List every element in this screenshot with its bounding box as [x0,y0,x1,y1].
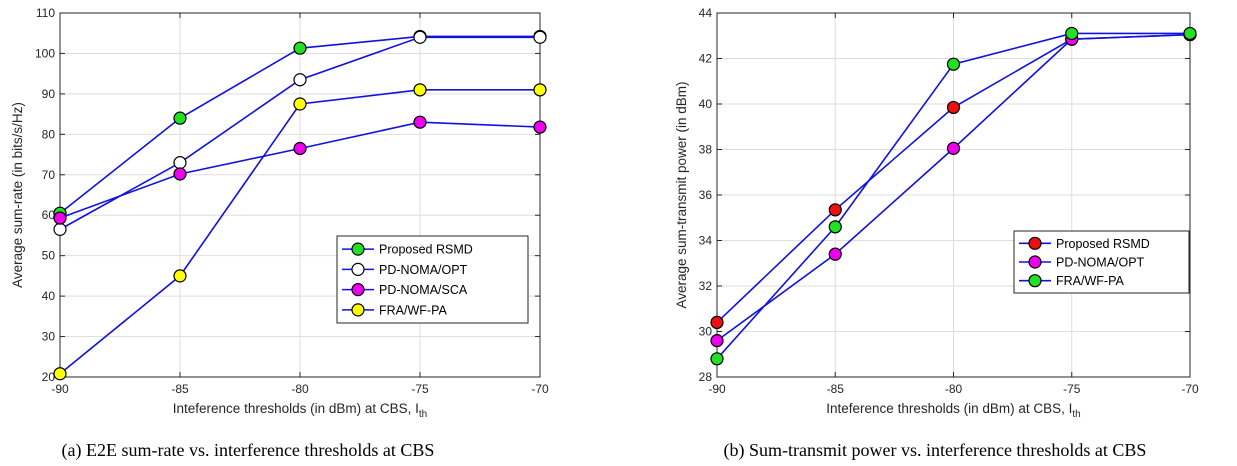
x-tick-label: -85 [827,382,845,396]
series-fra-wf-pa [710,26,1197,366]
chart-b: -90 -85 -80 -75 -70 28 30 32 34 36 38 40 42 44 Intefer… [674,6,1199,461]
x-tick-label: -80 [945,382,963,396]
y-tick-label: 30 [699,325,713,339]
legend-label: FRA/WF-PA [379,303,447,317]
x-axis-label-subscript: th [419,409,427,420]
data-point [533,120,547,134]
y-tick-label: 80 [42,127,56,141]
data-point [293,73,307,87]
legend-label: PD-NOMA/OPT [1056,256,1145,270]
data-point [828,247,842,261]
y-tick-label: 60 [42,208,56,222]
x-axis-label: Inteference thresholds (in dBm) at CBS, … [173,401,427,420]
figure-caption: (b) Sum-transmit power vs. interference … [724,440,1147,461]
legend-label: PD-NOMA/SCA [379,283,468,297]
x-tick-label: -85 [171,382,189,396]
legend-marker [351,242,365,256]
data-point [53,211,67,225]
data-point [293,141,307,156]
series-fra-wf-pa [53,83,547,381]
y-axis-label: Average sum-transmit power (in dBm) [674,81,689,308]
x-tick-label: -75 [411,382,429,396]
x-tick-label: -70 [531,382,549,396]
data-point [173,156,187,170]
data-point [293,97,307,111]
data-point [413,115,427,129]
data-point [533,83,547,97]
legend-label: FRA/WF-PA [1056,274,1124,288]
data-point [173,111,187,125]
legend-marker [351,262,365,276]
legend-label: Proposed RSMD [1056,237,1150,251]
legend-marker [1028,255,1042,269]
data-point [1065,26,1079,41]
legend-marker [351,283,365,297]
x-axis-label: Inteference thresholds (in dBm) at CBS, … [826,401,1080,420]
chart-a: -90 -85 -80 -75 -70 20 30 40 50 60 70 80 90 100 110 Int… [10,6,549,461]
series-pd-noma-opt [53,30,547,236]
legend-marker [1028,236,1042,250]
legend: Proposed RSMD PD-NOMA/OPT FRA/WF-PA [1013,230,1190,294]
figure-caption: (a) E2E sum-rate vs. interference thresh… [62,440,435,461]
data-point [1183,26,1197,41]
data-point [173,167,187,181]
y-tick-label: 34 [699,234,713,248]
data-point [828,220,842,234]
y-tick-label: 42 [699,52,713,66]
y-tick-label: 40 [42,289,56,303]
y-tick-label: 32 [699,279,713,293]
data-point [946,100,961,115]
x-tick-label: -90 [708,382,726,396]
data-point [413,30,427,44]
legend-marker [1028,274,1042,288]
data-point [533,30,547,44]
data-point [710,334,724,348]
y-tick-label: 50 [42,249,56,263]
x-tick-label: -75 [1063,382,1081,396]
y-tick-label: 20 [42,370,56,384]
data-point [173,269,187,283]
y-tick-label: 28 [699,370,713,384]
x-tick-label: -80 [291,382,309,396]
legend: Proposed RSMD PD-NOMA/OPT PD-NOMA/SCA FRA/W… [336,235,529,324]
data-point [53,222,67,236]
y-tick-label: 100 [35,46,55,60]
data-point [710,315,724,329]
series-pd-noma-sca [53,115,547,225]
y-tick-label: 70 [42,168,56,182]
data-point [828,203,842,217]
legend-box [336,235,529,324]
y-tick-label: 44 [699,6,713,20]
y-tick-label: 36 [699,188,713,202]
y-tick-label: 90 [42,87,56,101]
x-axis-label-subscript: th [1072,409,1080,420]
data-point [946,57,961,71]
data-point [710,352,724,366]
legend-label: PD-NOMA/OPT [379,263,468,277]
y-tick-label: 38 [699,143,713,157]
legend-marker [351,303,365,317]
x-tick-label: -90 [51,382,69,396]
y-tick-label: 110 [36,6,55,20]
data-point [413,83,427,97]
x-tick-label: -70 [1181,382,1199,396]
data-point [946,141,961,155]
data-point [293,41,307,55]
y-axis-label: Average sum-rate (in bits/s/Hz) [10,102,25,288]
legend-label: Proposed RSMD [379,243,473,257]
y-tick-label: 30 [42,330,56,344]
data-point [53,367,67,381]
series-pd-noma-opt [710,28,1197,348]
y-tick-label: 40 [699,97,713,111]
